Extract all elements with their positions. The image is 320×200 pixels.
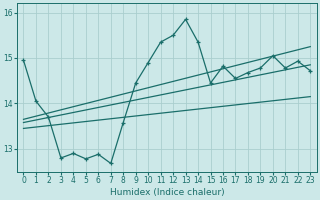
X-axis label: Humidex (Indice chaleur): Humidex (Indice chaleur) bbox=[109, 188, 224, 197]
